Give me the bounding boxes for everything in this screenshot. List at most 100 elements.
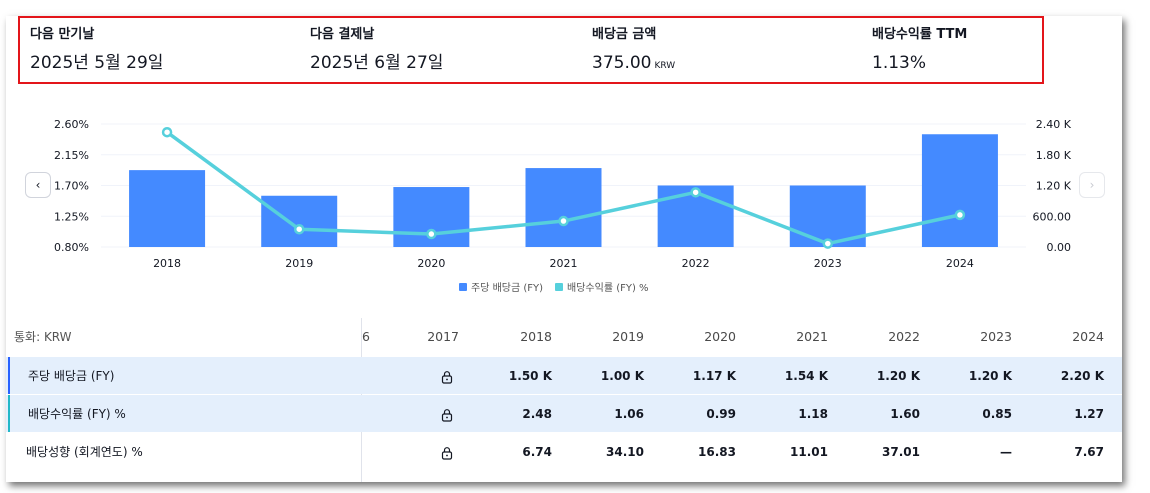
year-header: 2020: [704, 329, 736, 344]
line-point: [558, 215, 569, 227]
bar-series: [129, 134, 998, 247]
left-axis: 2.60% 2.15% 1.70% 1.25% 0.80%: [54, 118, 89, 254]
table-cell: 1.54 K: [784, 368, 828, 383]
line-point: [690, 187, 701, 198]
table-cell: 1.60: [890, 406, 920, 421]
summary-value: 2025년 5월 29일: [30, 53, 164, 73]
table-cell: 1.50 K: [508, 368, 552, 383]
row-label: 배당수익률 (FY) %: [8, 395, 360, 432]
left-tick-label: 2.15%: [54, 149, 89, 162]
line-point: [954, 209, 966, 221]
chart-legend: 주당 배당금 (FY) 배당수익률 (FY) %: [459, 279, 649, 294]
left-tick-label: 1.25%: [54, 210, 89, 223]
partial-year-header: 6: [362, 329, 370, 344]
legend-item-bar[interactable]: 주당 배당금 (FY): [459, 279, 543, 294]
summary-next-pay-date: 다음 결제날 2025년 6월 27일: [310, 26, 443, 75]
legend-label-line: 배당수익률 (FY) %: [567, 283, 649, 294]
table-cell: 1.27: [1074, 406, 1104, 421]
table-cell: 1.00 K: [600, 368, 644, 383]
right-tick-label: 2.40 K: [1036, 118, 1072, 131]
lock-icon[interactable]: [440, 369, 454, 384]
table-cell: 16.83: [698, 444, 736, 459]
summary-value: 2025년 6월 27일: [310, 53, 444, 73]
right-axis: 2.40 K 1.80 K 1.20 K 600.00 0.00: [1033, 118, 1072, 254]
chart-prev-button[interactable]: ‹: [25, 172, 51, 198]
right-tick-label: 1.80 K: [1036, 149, 1072, 162]
lock-icon[interactable]: [440, 445, 454, 460]
line-point: [293, 223, 305, 235]
summary-label: 다음 결제날: [310, 27, 375, 42]
table-cell: 34.10: [606, 444, 644, 459]
table-cell: 2.48: [522, 406, 552, 421]
table-cell: 2.20 K: [1060, 368, 1104, 383]
line-point: [822, 238, 834, 249]
x-tick-label: 2021: [550, 257, 578, 270]
dividend-chart: 2.60% 2.15% 1.70% 1.25% 0.80% 2.40 K 1.80 K 1.…: [54, 118, 1072, 270]
line-series: [161, 126, 966, 249]
table-cell: 6.74: [522, 444, 552, 459]
table-cell: 1.06: [614, 406, 644, 421]
currency-label: 통화: KRW: [14, 330, 72, 344]
year-header: 2021: [796, 329, 828, 344]
summary-label: 다음 만기날: [30, 27, 95, 42]
left-tick-label: 1.70%: [54, 180, 89, 193]
summary-value: 1.13%: [872, 53, 927, 73]
bar: [129, 170, 206, 247]
table-cell: 1.20 K: [968, 368, 1012, 383]
right-tick-label: 600.00: [1033, 210, 1072, 223]
dividends-card: 다음 만기날 2025년 5월 29일 다음 결제날 2025년 6월 27일 …: [6, 16, 1122, 482]
table-cell: 1.17 K: [692, 368, 736, 383]
year-header: 2019: [612, 329, 644, 344]
x-tick-label: 2019: [285, 257, 313, 270]
table-row-dividend-per-share[interactable]: 주당 배당금 (FY) 1.50 K 1.00 K 1.17 K 1.54 K …: [6, 357, 1122, 394]
table-cell: 37.01: [882, 444, 920, 459]
chevron-right-icon: ›: [1089, 178, 1095, 192]
dividend-summary: 다음 만기날 2025년 5월 29일 다음 결제날 2025년 6월 27일 …: [18, 16, 1044, 84]
x-tick-label: 2024: [946, 257, 974, 270]
row-label: 배당성향 (회계연도) %: [26, 445, 143, 459]
bar: [921, 134, 998, 247]
legend-swatch-bar: [459, 282, 467, 291]
legend-label-bar: 주당 배당금 (FY): [471, 283, 544, 294]
summary-label: 배당수익률 TTM: [872, 27, 968, 42]
year-header: 2023: [980, 329, 1012, 344]
bar: [261, 195, 338, 247]
legend-swatch-line: [555, 282, 564, 291]
x-axis: 2018 2019 2020 2021 2022 2023 2024: [153, 257, 974, 270]
table-row-dividend-yield[interactable]: 배당수익률 (FY) % 2.48 1.06 0.99 1.18 1.60 0.…: [6, 395, 1122, 432]
table-cell: 1.20 K: [876, 368, 920, 383]
summary-yield-ttm: 배당수익률 TTM 1.13%: [872, 26, 967, 75]
summary-value: 375.00 KRW: [592, 51, 675, 78]
bar: [525, 168, 602, 247]
amount-value: 375.00: [592, 53, 652, 73]
legend-item-line[interactable]: 배당수익률 (FY) %: [555, 279, 649, 294]
right-tick-label: 1.20 K: [1036, 180, 1072, 193]
table-header-row: 통화: KRW 6 2017 2018 2019 2020 2021 2022 …: [6, 318, 1122, 355]
lock-icon[interactable]: [440, 407, 454, 422]
year-header: 2022: [888, 329, 920, 344]
chevron-left-icon: ‹: [35, 178, 41, 192]
summary-next-ex-date: 다음 만기날 2025년 5월 29일: [30, 26, 163, 75]
x-tick-label: 2020: [417, 257, 445, 270]
table-cell: 7.67: [1074, 444, 1104, 459]
table-cell: 0.85: [982, 406, 1012, 421]
left-tick-label: 0.80%: [54, 241, 89, 254]
year-header: 2017: [427, 329, 459, 344]
summary-dividend-amount: 배당금 금액 375.00 KRW: [592, 26, 675, 78]
table-cell: 11.01: [790, 444, 828, 459]
amount-unit: KRW: [654, 61, 676, 71]
line-point: [161, 126, 173, 138]
x-tick-label: 2023: [814, 257, 842, 270]
right-tick-label: 0.00: [1047, 241, 1072, 254]
year-header: 2024: [1072, 329, 1104, 344]
chart-next-button[interactable]: ›: [1079, 172, 1105, 198]
x-tick-label: 2018: [153, 257, 181, 270]
table-cell: 1.18: [798, 406, 828, 421]
table-cell: 0.99: [706, 406, 736, 421]
left-tick-label: 2.60%: [54, 118, 89, 131]
summary-label: 배당금 금액: [592, 27, 657, 42]
table-row-payout-ratio[interactable]: 배당성향 (회계연도) % 6.74 34.10 16.83 11.01 37.…: [6, 433, 1122, 470]
year-header: 2018: [520, 329, 552, 344]
row-label: 주당 배당금 (FY): [8, 357, 360, 394]
table-cell: —: [1000, 444, 1012, 459]
